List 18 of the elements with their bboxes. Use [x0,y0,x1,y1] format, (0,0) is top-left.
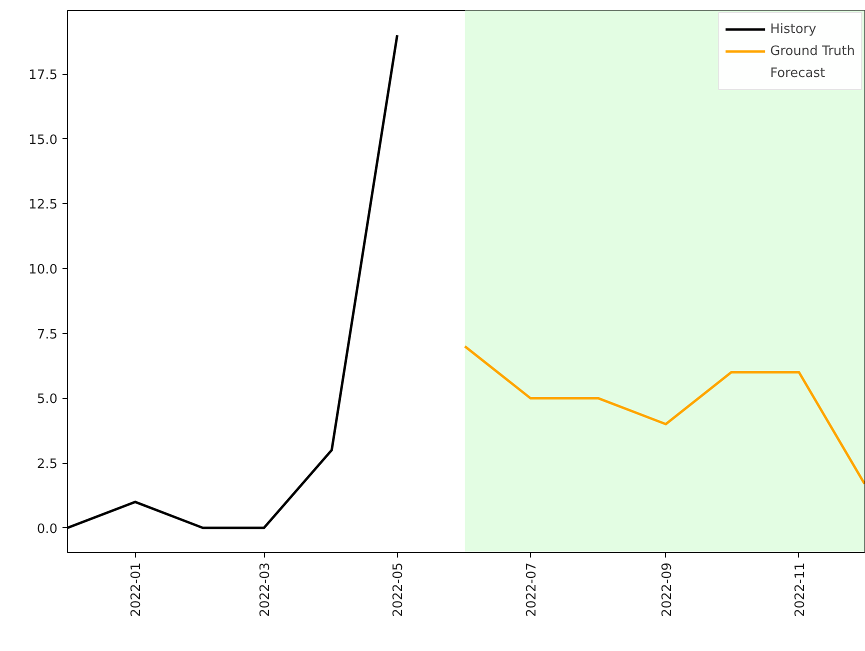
legend-label: History [770,22,816,36]
band-label: Forecast [770,66,826,80]
y-tick-label: 5.0 [36,392,58,408]
y-tick-label: 17.5 [28,68,58,84]
line-series [464,345,864,486]
x-tick-label: 2022-05 [391,562,406,617]
x-tick-label: 2022-09 [660,562,675,617]
x-tick-label: 2022-07 [524,562,540,617]
y-tick-label: 10.0 [28,262,58,278]
legend-label: Ground Truth [770,44,855,58]
y-tick-label: 15.0 [28,132,58,148]
y-tick-label: 7.5 [36,327,58,342]
x-tick-label: 2022-11 [792,562,808,617]
x-tick-label: 2022-01 [129,562,144,617]
y-tick-label: 0.0 [36,522,58,537]
x-tick-label: 2022-03 [258,562,274,617]
y-tick-label: 2.5 [36,457,58,472]
y-tick-label: 12.5 [28,198,58,213]
